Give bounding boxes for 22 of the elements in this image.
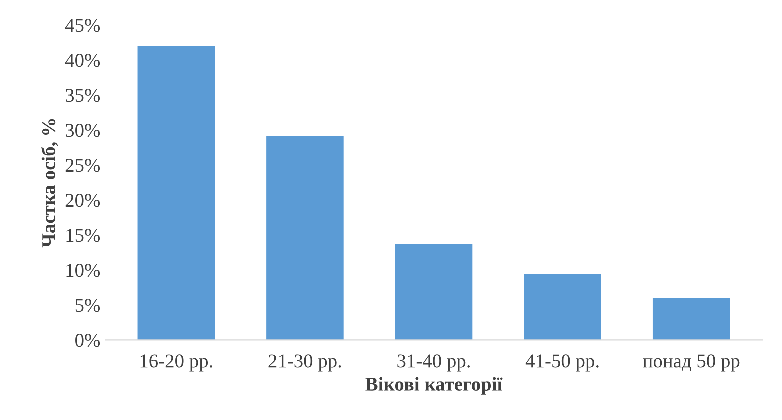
x-tick-label: 41-50 рр. [526,354,599,372]
x-tick-label: 16-20 рр. [140,354,212,372]
x-tick-label: понад 50 рр [643,354,740,372]
y-tick-label: 20% [66,194,100,208]
y-tick-label: 5% [76,299,100,312]
x-tick-label: 21-30 рр. [268,354,342,372]
bar [395,244,473,340]
y-tick-label: 25% [66,159,100,172]
bar [266,136,344,340]
y-tick-label: 35% [66,89,100,102]
y-tick-label: 30% [66,124,100,138]
bar [524,274,602,340]
y-tick-label: 40% [65,54,100,68]
y-axis-title: Частка осіб, % [41,119,58,248]
y-tick-label: 45% [65,19,100,32]
y-tick-label: 10% [66,264,100,278]
x-axis-title: Вікові категорії [366,377,503,395]
y-tick-label: 15% [66,229,100,242]
bar [138,46,216,340]
y-tick-label: 0% [76,334,100,348]
bar [652,298,730,340]
x-tick-label: 31-40 рр. [398,354,470,372]
